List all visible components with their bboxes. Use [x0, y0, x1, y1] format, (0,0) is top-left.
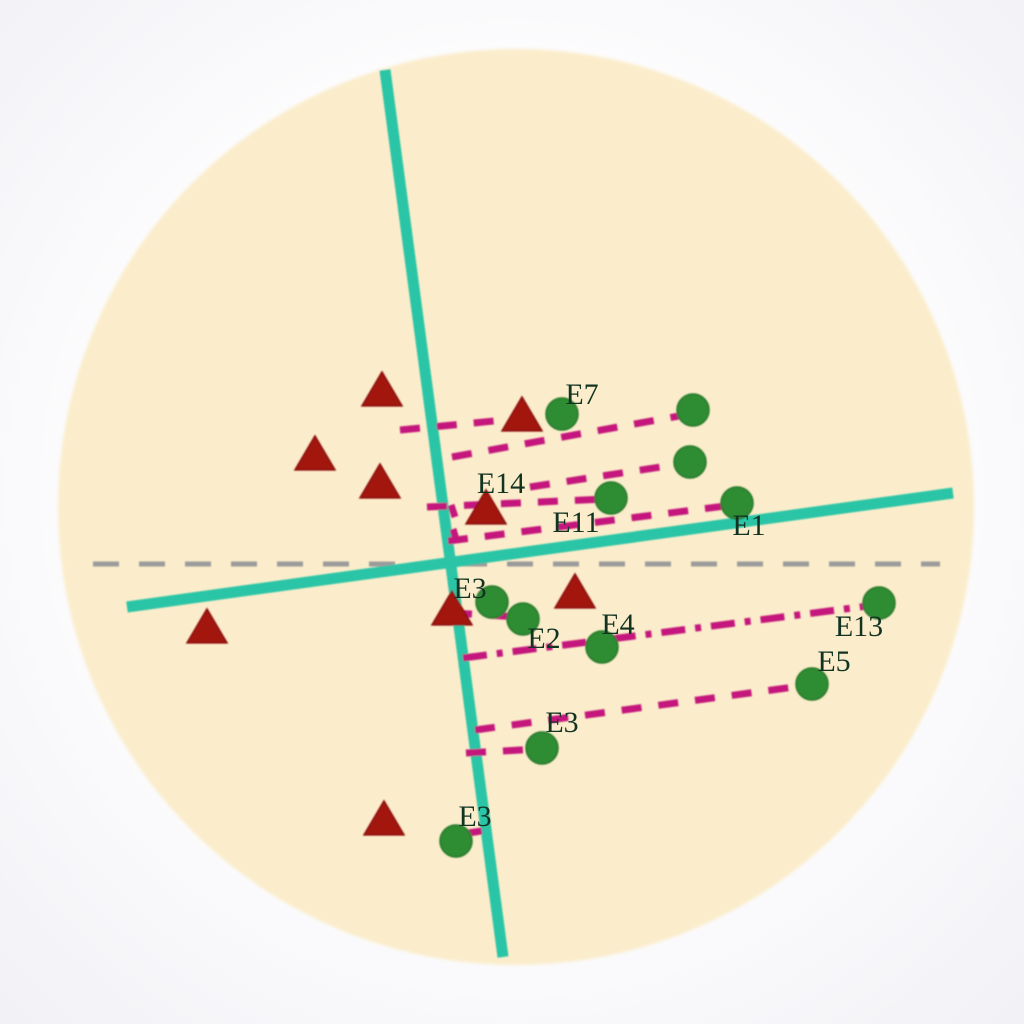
point-label-e4-7: E4 [601, 608, 634, 641]
circle-marker-8 [585, 630, 619, 664]
triangle-marker-8 [185, 607, 229, 644]
connection-line-7 [462, 601, 877, 662]
point-label-e3-10: E3 [545, 706, 578, 739]
circle-marker-10 [795, 667, 829, 701]
axis-line-vertical [379, 69, 509, 958]
circle-marker-4 [594, 481, 628, 515]
point-label-e2-6: E2 [527, 622, 560, 655]
point-label-e14-2: E14 [477, 467, 525, 500]
point-label-e11-3: E11 [552, 506, 599, 539]
circle-marker-2 [676, 393, 710, 427]
triangle-marker-3 [358, 462, 402, 499]
connection-line-2 [451, 410, 691, 461]
triangle-marker-2 [293, 434, 337, 471]
point-label-e13-8: E13 [835, 610, 883, 643]
connection-line-8 [474, 681, 810, 734]
triangle-marker-4 [500, 395, 544, 432]
point-label-e3-5: E3 [453, 572, 486, 605]
triangle-marker-9 [362, 799, 406, 836]
circle-marker-7 [506, 602, 540, 636]
circle-marker-3 [673, 445, 707, 479]
triangle-marker-1 [360, 370, 404, 407]
connection-line-5 [447, 501, 734, 545]
connection-line-3 [529, 459, 688, 491]
circle-marker-1 [545, 397, 579, 431]
triangle-marker-7 [553, 572, 597, 609]
connection-line-9 [465, 745, 540, 757]
connection-line-1 [399, 411, 558, 434]
point-label-e7-1: E7 [565, 378, 598, 411]
connection-line-12 [449, 528, 461, 544]
circle-marker-12 [439, 824, 473, 858]
triangle-marker-5 [464, 488, 508, 525]
point-label-e3-11: E3 [458, 800, 491, 833]
axis-line-horizontal [126, 487, 954, 613]
plot-background-circle [58, 49, 974, 965]
shapes-layer [93, 69, 954, 958]
point-label-e1-4: E1 [732, 509, 765, 542]
triangle-marker-6 [430, 589, 474, 626]
connection-line-4 [426, 495, 608, 511]
connection-line-11 [447, 503, 459, 519]
circle-marker-6 [475, 585, 509, 619]
circle-marker-5 [720, 486, 754, 520]
point-label-e5-9: E5 [817, 645, 850, 678]
circle-marker-9 [862, 586, 896, 620]
circle-marker-11 [525, 731, 559, 765]
